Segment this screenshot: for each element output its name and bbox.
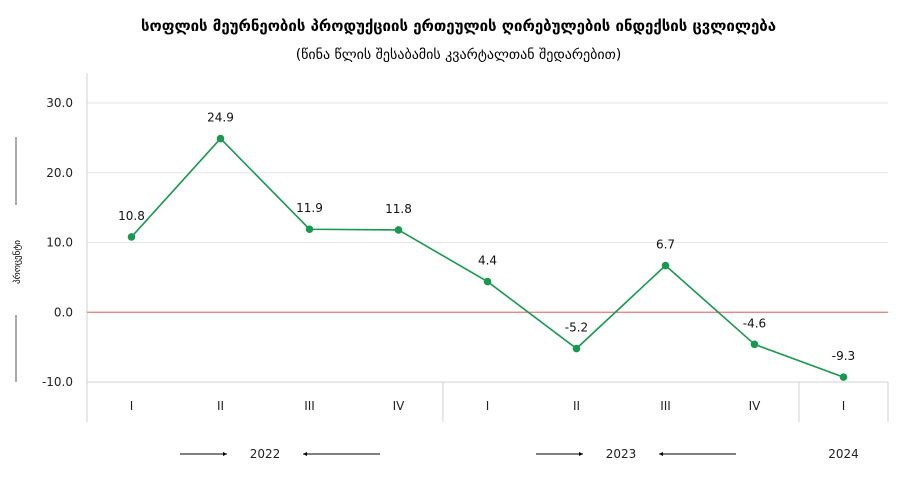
arrow-head-icon [223, 452, 227, 456]
data-label: -9.3 [832, 349, 855, 363]
data-point [483, 277, 492, 286]
x-tick-label: III [660, 399, 671, 413]
x-tick-label: IV [393, 399, 406, 413]
data-label: 4.4 [478, 254, 497, 268]
data-point [216, 134, 225, 143]
data-point [305, 225, 314, 234]
data-label: 6.7 [656, 238, 675, 252]
y-tick-label: -10.0 [42, 375, 73, 389]
chart-subtitle: (წინა წლის შესაბამის კვარტალთან შედარები… [295, 47, 622, 63]
x-tick-label: I [130, 399, 134, 413]
data-label: 24.9 [207, 111, 234, 125]
x-tick-label: IV [749, 399, 762, 413]
data-point [839, 373, 848, 381]
data-label: 10.8 [118, 209, 145, 223]
year-label: 2023 [606, 447, 637, 461]
arrow-head-icon [303, 452, 307, 456]
data-label: 11.8 [385, 202, 412, 216]
data-point [661, 261, 670, 270]
y-axis-label: პროცენტი [12, 240, 23, 284]
y-tick-label: 0.0 [54, 305, 73, 319]
year-label: 2022 [250, 447, 281, 461]
x-tick-label: III [304, 399, 315, 413]
data-point [572, 344, 581, 353]
y-tick-label: 20.0 [46, 166, 73, 180]
y-tick-label: 10.0 [46, 236, 73, 250]
arrow-head-icon [659, 452, 663, 456]
x-tick-label: I [842, 399, 846, 413]
chart-title: სოფლის მეურნეობის პროდუქციის ერთეულის ღი… [140, 17, 777, 35]
data-point [750, 340, 759, 349]
data-point [394, 226, 403, 234]
y-tick-label: 30.0 [46, 96, 73, 110]
data-label: -4.6 [743, 316, 766, 330]
year-label: 2024 [828, 447, 859, 461]
arrow-head-icon [579, 452, 583, 456]
data-point [127, 233, 136, 241]
x-tick-label: II [217, 399, 224, 413]
data-label: 11.9 [296, 201, 323, 215]
data-label: -5.2 [565, 321, 588, 335]
x-tick-label: II [573, 399, 580, 413]
x-tick-label: I [486, 399, 490, 413]
